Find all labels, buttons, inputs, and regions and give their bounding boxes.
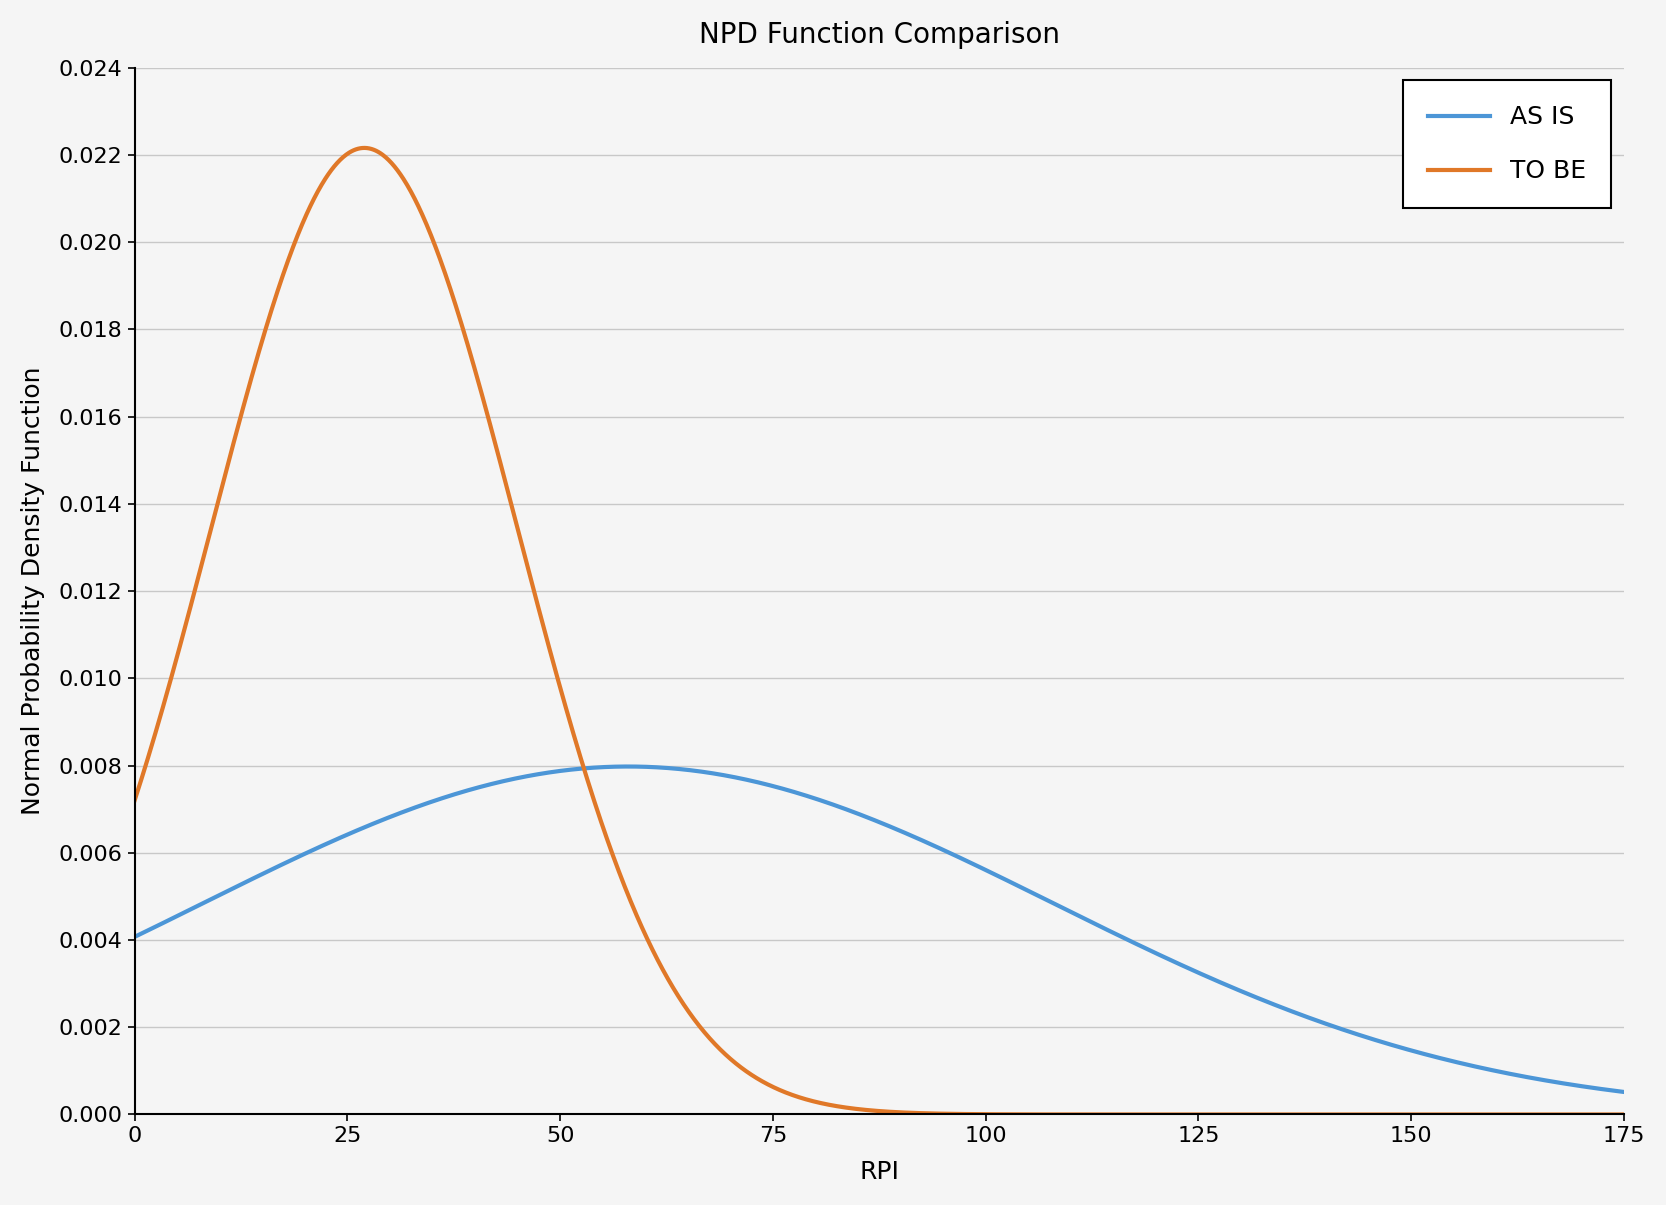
- Y-axis label: Normal Probability Density Function: Normal Probability Density Function: [22, 366, 45, 816]
- TO BE: [353, 141, 373, 155]
- TO BE: [200, 523, 220, 537]
- AS IS: [1571, 1078, 1591, 1093]
- AS IS: [1298, 1010, 1318, 1024]
- TO BE: [1298, 1107, 1318, 1122]
- AS IS: [200, 892, 220, 906]
- TO BE: [1571, 1107, 1591, 1122]
- TO BE: [1614, 1107, 1634, 1122]
- Title: NPD Function Comparison: NPD Function Comparison: [698, 20, 1060, 49]
- X-axis label: RPI: RPI: [860, 1160, 900, 1185]
- AS IS: [850, 807, 870, 822]
- TO BE: [1571, 1107, 1591, 1122]
- AS IS: [618, 759, 638, 774]
- TO BE: [810, 1095, 830, 1110]
- TO BE: [850, 1103, 870, 1117]
- Legend: AS IS, TO BE: AS IS, TO BE: [1403, 81, 1611, 208]
- AS IS: [810, 793, 830, 807]
- AS IS: [1614, 1084, 1634, 1099]
- TO BE: [125, 793, 145, 807]
- Line: TO BE: TO BE: [135, 148, 1624, 1115]
- Line: AS IS: AS IS: [135, 766, 1624, 1092]
- AS IS: [125, 930, 145, 945]
- AS IS: [1571, 1078, 1591, 1093]
